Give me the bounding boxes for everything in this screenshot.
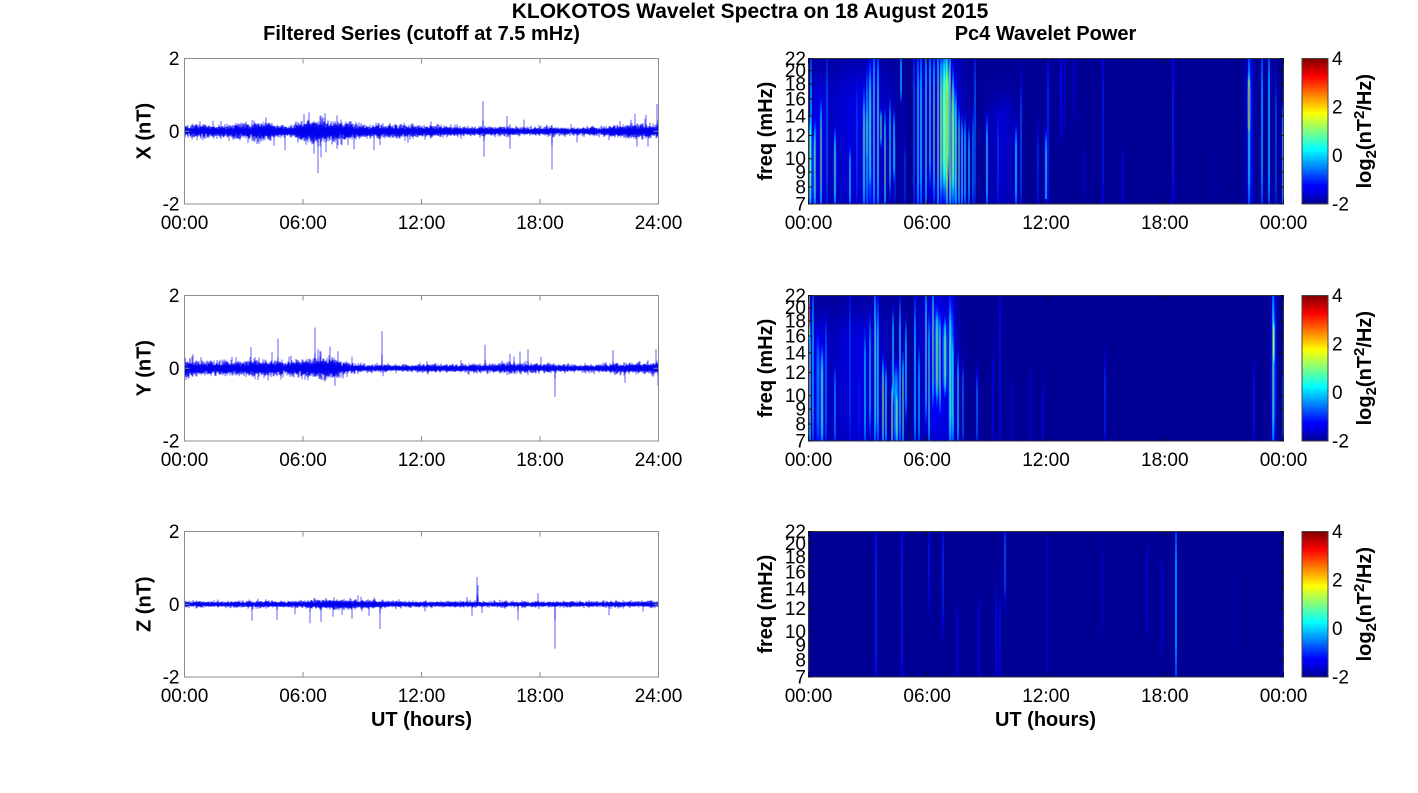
svg-text:0: 0 [169,122,180,143]
svg-text:-2: -2 [1332,432,1349,453]
svg-text:12:00: 12:00 [1022,686,1070,707]
svg-text:0: 0 [1332,146,1343,167]
svg-text:00:00: 00:00 [785,450,833,471]
svg-text:18: 18 [785,75,806,96]
svg-text:12:00: 12:00 [398,686,446,707]
svg-text:14: 14 [785,343,807,364]
svg-text:12: 12 [785,599,806,620]
svg-text:00:00: 00:00 [785,213,833,234]
svg-text:16: 16 [785,327,806,348]
svg-text:2: 2 [169,522,180,543]
svg-text:06:00: 06:00 [279,450,327,471]
svg-text:12:00: 12:00 [398,450,446,471]
svg-text:8: 8 [795,651,806,672]
svg-text:00:00: 00:00 [1260,686,1308,707]
svg-text:7: 7 [795,432,806,453]
svg-text:0: 0 [1332,619,1343,640]
svg-text:10: 10 [785,149,806,170]
svg-text:00:00: 00:00 [161,450,209,471]
svg-text:06:00: 06:00 [903,686,951,707]
svg-text:10: 10 [785,622,806,643]
svg-text:12: 12 [785,126,806,147]
svg-text:-2: -2 [163,195,180,216]
svg-text:06:00: 06:00 [903,450,951,471]
svg-text:4: 4 [1332,49,1343,70]
svg-text:0: 0 [169,595,180,616]
svg-text:18:00: 18:00 [1141,450,1189,471]
svg-text:log2(nT2/Hz): log2(nT2/Hz) [1351,311,1380,425]
svg-text:16: 16 [785,90,806,111]
svg-text:8: 8 [795,415,806,436]
svg-text:-2: -2 [1332,668,1349,689]
svg-text:0: 0 [169,359,180,380]
svg-text:00:00: 00:00 [785,686,833,707]
svg-text:22: 22 [785,522,806,543]
svg-text:18:00: 18:00 [516,213,564,234]
svg-text:24:00: 24:00 [635,450,683,471]
svg-text:06:00: 06:00 [279,686,327,707]
svg-text:20: 20 [785,534,806,555]
svg-text:18: 18 [785,548,806,569]
svg-text:Pc4 Wavelet Power: Pc4 Wavelet Power [955,23,1137,45]
svg-text:12:00: 12:00 [1022,213,1070,234]
svg-text:12:00: 12:00 [1022,450,1070,471]
svg-text:18:00: 18:00 [516,686,564,707]
svg-text:20: 20 [785,61,806,82]
svg-text:18:00: 18:00 [1141,213,1189,234]
svg-text:22: 22 [785,49,806,70]
svg-text:18:00: 18:00 [1141,686,1189,707]
svg-text:Z (nT): Z (nT) [134,576,156,632]
svg-text:2: 2 [169,286,180,307]
svg-text:22: 22 [785,286,806,307]
svg-text:00:00: 00:00 [161,686,209,707]
svg-text:8: 8 [795,178,806,199]
svg-text:20: 20 [785,298,806,319]
svg-text:10: 10 [785,386,806,407]
svg-text:06:00: 06:00 [903,213,951,234]
svg-text:14: 14 [785,579,807,600]
svg-text:0: 0 [1332,383,1343,404]
svg-text:18:00: 18:00 [516,450,564,471]
svg-text:2: 2 [1332,98,1343,119]
svg-text:9: 9 [795,163,806,184]
svg-text:Y (nT): Y (nT) [134,340,156,396]
svg-text:18: 18 [785,312,806,333]
svg-text:4: 4 [1332,522,1343,543]
svg-text:00:00: 00:00 [1260,213,1308,234]
svg-text:7: 7 [795,668,806,689]
svg-text:16: 16 [785,563,806,584]
svg-text:log2(nT2/Hz): log2(nT2/Hz) [1351,547,1380,661]
svg-text:24:00: 24:00 [635,213,683,234]
svg-text:06:00: 06:00 [279,213,327,234]
svg-text:freq (mHz): freq (mHz) [755,82,777,181]
svg-text:2: 2 [1332,335,1343,356]
svg-text:2: 2 [169,49,180,70]
svg-text:12: 12 [785,363,806,384]
svg-text:UT (hours): UT (hours) [371,709,472,731]
svg-text:-2: -2 [163,432,180,453]
svg-text:freq (mHz): freq (mHz) [755,319,777,418]
svg-text:9: 9 [795,636,806,657]
svg-text:KLOKOTOS Wavelet Spectra on 18: KLOKOTOS Wavelet Spectra on 18 August 20… [512,0,989,23]
svg-text:freq (mHz): freq (mHz) [755,555,777,654]
svg-text:X (nT): X (nT) [134,103,156,160]
svg-text:-2: -2 [1332,195,1349,216]
svg-text:2: 2 [1332,571,1343,592]
svg-text:00:00: 00:00 [161,213,209,234]
svg-text:9: 9 [795,400,806,421]
svg-text:UT (hours): UT (hours) [995,709,1096,731]
svg-text:Filtered Series (cutoff at 7.5: Filtered Series (cutoff at 7.5 mHz) [263,23,580,45]
svg-text:14: 14 [785,106,807,127]
svg-text:00:00: 00:00 [1260,450,1308,471]
svg-text:24:00: 24:00 [635,686,683,707]
svg-text:log2(nT2/Hz): log2(nT2/Hz) [1351,74,1380,188]
svg-text:4: 4 [1332,286,1343,307]
svg-text:7: 7 [795,195,806,216]
svg-text:12:00: 12:00 [398,213,446,234]
svg-text:-2: -2 [163,668,180,689]
